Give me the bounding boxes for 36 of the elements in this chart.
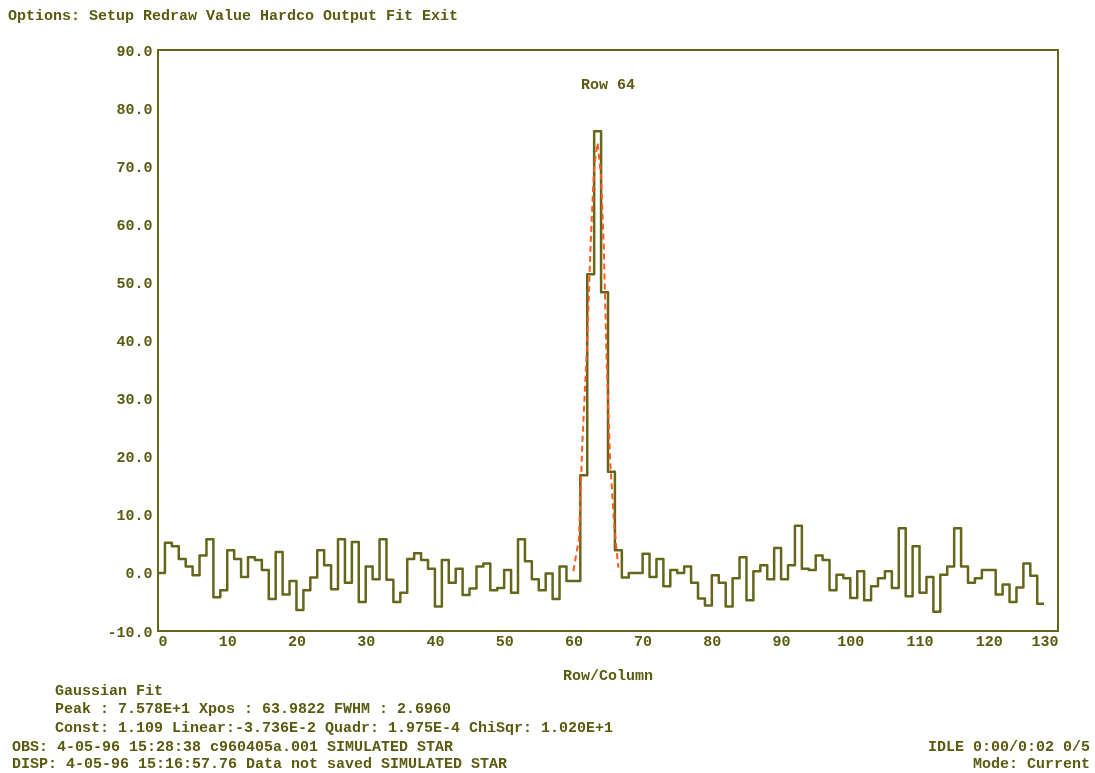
- y-tick-label: 20.0: [116, 450, 153, 468]
- x-tick-label: 10: [218, 633, 237, 651]
- y-tick-label: 60.0: [116, 217, 153, 235]
- x-tick-label: 80: [703, 633, 722, 651]
- y-tick-label: 40.0: [116, 334, 153, 351]
- x-tick-label: 120: [975, 633, 1003, 651]
- line-series: [572, 141, 620, 573]
- text: Peak : 7.578E+1 Xpos : 63.9822 FWHM : 2.6960: [55, 701, 452, 718]
- text: Options: Setup Redraw Value Hardco Output Fit Exit: [8, 8, 459, 25]
- text: Const: 1.109 Linear:-3.736E-2 Quadr: 1.975E-4 ChiSqr: 1.020E+1: [55, 720, 614, 737]
- text: Gaussian Fit: [55, 683, 164, 700]
- x-axis-title: Row/Column: [562, 668, 654, 685]
- x-tick-label: 130: [1031, 633, 1059, 651]
- y-tick-label: 80.0: [116, 101, 153, 119]
- y-tick-label: 10.0: [116, 508, 153, 526]
- text: DISP: 4-05-96 15:16:57.76 Data not saved SIMULATED STAR: [12, 756, 508, 773]
- x-tick-label: 0: [158, 633, 168, 651]
- y-tick-label: 90.0: [116, 43, 153, 61]
- x-tick-label: 90: [772, 633, 791, 651]
- x-tick-label: 20: [287, 633, 306, 651]
- x-tick-label: 30: [357, 633, 376, 651]
- x-tick-label: 100: [837, 633, 865, 651]
- x-tick-label: 70: [634, 633, 653, 651]
- x-tick-label: 110: [906, 633, 934, 651]
- x-tick-label: 60: [564, 633, 583, 651]
- text: IDLE 0:00/0:02 0/5: [927, 739, 1090, 756]
- x-tick-label: 40: [426, 633, 445, 651]
- text: Row 64: [580, 77, 636, 94]
- y-tick-label: 0.0: [125, 566, 153, 584]
- y-tick-label: 70.0: [116, 159, 153, 177]
- y-tick-label: 30.0: [116, 392, 153, 410]
- text: Mode: Current: [972, 756, 1090, 773]
- x-tick-label: 50: [495, 633, 514, 651]
- text: OBS: 4-05-96 15:28:38 c960405a.001 SIMULATED STAR: [12, 739, 454, 756]
- y-tick-label: 50.0: [116, 275, 153, 293]
- y-tick-label: -10.0: [107, 624, 153, 642]
